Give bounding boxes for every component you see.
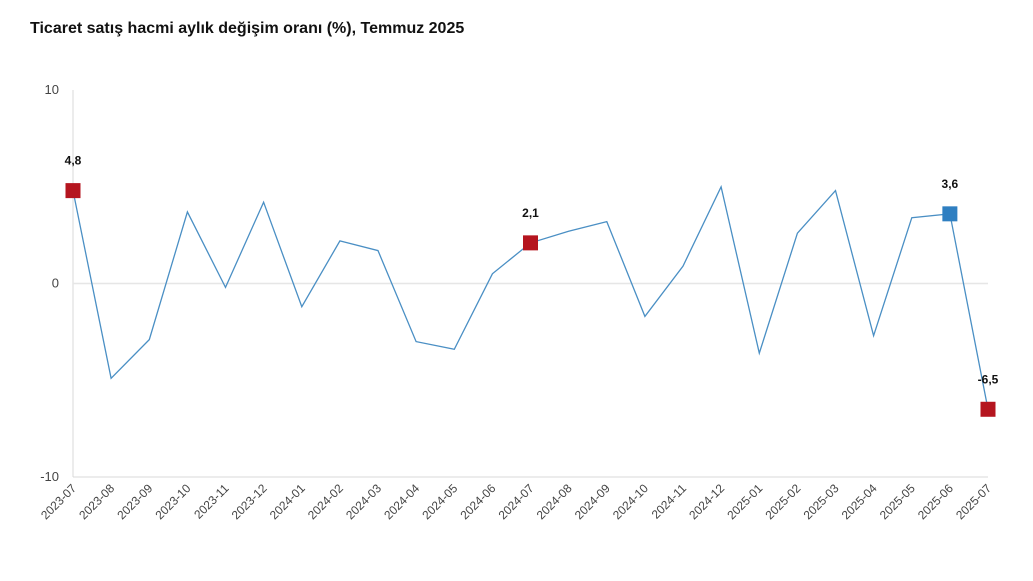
data-labels: 4,8 2,1 3,6 -6,5	[65, 154, 999, 387]
x-tick-label: 2024-01	[267, 481, 308, 522]
x-tick-label: 2023-07	[38, 481, 79, 522]
highlight-marker	[65, 183, 81, 199]
y-tick-label: -10	[40, 469, 59, 484]
x-tick-label: 2023-08	[76, 481, 117, 522]
data-label: 4,8	[65, 154, 82, 168]
x-tick-label: 2024-08	[534, 481, 575, 522]
x-tick-label: 2023-12	[229, 481, 270, 522]
highlight-marker	[942, 206, 958, 222]
x-tick-label: 2025-07	[953, 481, 994, 522]
x-tick-label: 2024-04	[381, 481, 422, 522]
x-tick-label: 2024-03	[343, 481, 384, 522]
data-label: -6,5	[978, 372, 999, 386]
x-tick-label: 2024-02	[305, 481, 346, 522]
x-tick-label: 2025-02	[762, 481, 803, 522]
x-axis-ticks: 2023-072023-082023-092023-102023-112023-…	[38, 481, 994, 522]
x-tick-label: 2024-12	[686, 481, 727, 522]
x-tick-label: 2025-06	[915, 481, 956, 522]
highlight-marker	[523, 235, 538, 251]
x-tick-label: 2024-10	[610, 481, 651, 522]
series-line	[72, 184, 989, 410]
x-tick-label: 2023-10	[152, 481, 193, 522]
x-tick-label: 2025-04	[839, 481, 880, 522]
data-label: 3,6	[942, 177, 959, 191]
highlight-marker	[980, 401, 996, 417]
y-tick-label: 10	[45, 82, 59, 97]
x-tick-label: 2024-05	[419, 481, 460, 522]
highlight-markers	[65, 183, 996, 417]
y-axis-ticks: 10 0 -10	[40, 82, 59, 484]
x-tick-label: 2024-09	[572, 481, 613, 522]
y-tick-label: 0	[52, 276, 59, 291]
x-tick-label: 2024-11	[649, 481, 690, 522]
x-tick-label: 2024-07	[496, 481, 537, 522]
x-tick-label: 2023-09	[114, 481, 155, 522]
chart-axes	[72, 90, 988, 478]
x-tick-label: 2025-05	[877, 481, 918, 522]
chart-title: Ticaret satış hacmi aylık değişim oranı …	[30, 20, 465, 37]
x-tick-label: 2023-11	[191, 481, 232, 522]
x-tick-label: 2024-06	[457, 481, 498, 522]
x-tick-label: 2025-01	[724, 481, 765, 522]
x-tick-label: 2025-03	[801, 481, 842, 522]
data-label: 2,1	[522, 206, 539, 220]
